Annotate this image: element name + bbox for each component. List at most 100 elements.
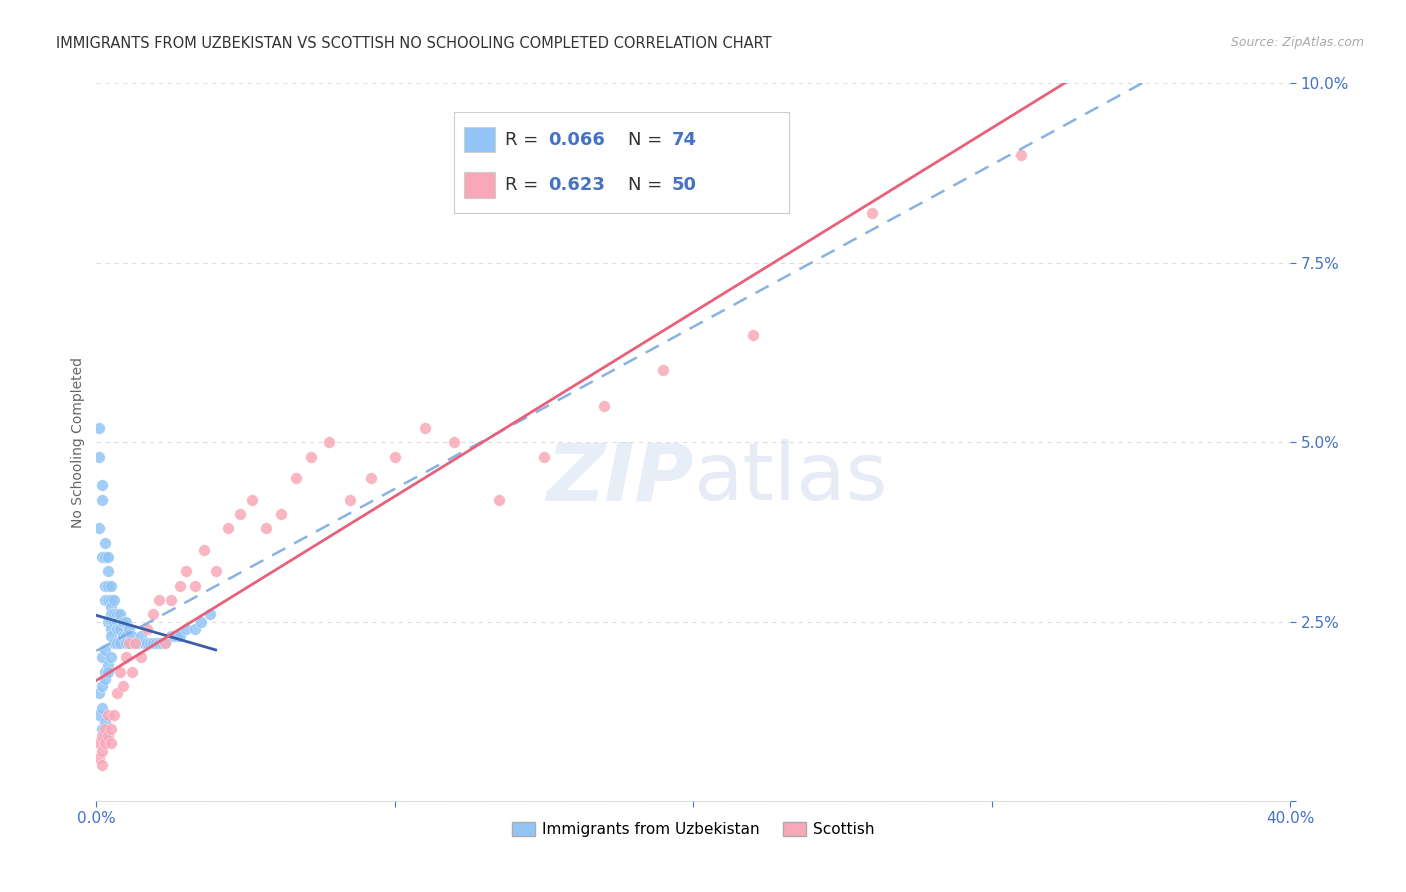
Point <box>105 636 128 650</box>
Point <box>112 629 135 643</box>
Point <box>100 722 122 736</box>
Point <box>91 679 114 693</box>
Point <box>150 636 173 650</box>
Point <box>103 636 125 650</box>
Point <box>110 607 132 622</box>
Point <box>132 636 155 650</box>
Point <box>217 521 239 535</box>
Point <box>94 535 117 549</box>
Point <box>174 564 197 578</box>
Point <box>91 650 114 665</box>
Point <box>89 707 111 722</box>
Point <box>103 593 125 607</box>
Point <box>103 607 125 622</box>
Point <box>100 600 122 615</box>
Point <box>443 435 465 450</box>
Text: Source: ZipAtlas.com: Source: ZipAtlas.com <box>1230 36 1364 49</box>
Point <box>110 665 132 679</box>
Point <box>97 579 120 593</box>
Point <box>94 549 117 564</box>
Point <box>89 751 111 765</box>
Point <box>193 542 215 557</box>
Point <box>299 450 322 464</box>
Point <box>184 622 207 636</box>
Point <box>110 636 132 650</box>
Point <box>112 615 135 629</box>
Point <box>94 579 117 593</box>
Point <box>91 492 114 507</box>
Point <box>115 629 138 643</box>
Point <box>160 629 183 643</box>
Point <box>89 521 111 535</box>
Point <box>153 636 176 650</box>
Point <box>97 593 120 607</box>
Point <box>91 478 114 492</box>
Point <box>94 593 117 607</box>
Point <box>318 435 340 450</box>
Point <box>100 650 122 665</box>
Text: IMMIGRANTS FROM UZBEKISTAN VS SCOTTISH NO SCHOOLING COMPLETED CORRELATION CHART: IMMIGRANTS FROM UZBEKISTAN VS SCOTTISH N… <box>56 36 772 51</box>
Point <box>488 492 510 507</box>
Point <box>136 622 159 636</box>
Point <box>145 636 167 650</box>
Point <box>100 615 122 629</box>
Point <box>105 622 128 636</box>
Point <box>91 729 114 743</box>
Point <box>94 643 117 657</box>
Point <box>240 492 263 507</box>
Y-axis label: No Schooling Completed: No Schooling Completed <box>72 357 86 528</box>
Point <box>129 650 152 665</box>
Point <box>91 722 114 736</box>
Point <box>118 636 141 650</box>
Point <box>384 450 406 464</box>
Point <box>97 549 120 564</box>
Point <box>360 471 382 485</box>
Point <box>115 615 138 629</box>
Point <box>94 672 117 686</box>
Point <box>89 737 111 751</box>
Point <box>339 492 361 507</box>
Point <box>285 471 308 485</box>
Point <box>129 629 152 643</box>
Point <box>160 593 183 607</box>
Point <box>97 657 120 672</box>
Point <box>89 450 111 464</box>
Point <box>110 622 132 636</box>
Point <box>142 636 165 650</box>
Point <box>91 549 114 564</box>
Point <box>169 579 191 593</box>
Point <box>148 593 170 607</box>
Point <box>94 714 117 729</box>
Point <box>103 707 125 722</box>
Point <box>100 629 122 643</box>
Point <box>112 679 135 693</box>
Point <box>592 399 614 413</box>
Point <box>100 622 122 636</box>
Point <box>142 607 165 622</box>
Point <box>184 579 207 593</box>
Point <box>860 205 883 219</box>
Point <box>97 665 120 679</box>
Point <box>153 636 176 650</box>
Point <box>652 363 675 377</box>
Point <box>115 650 138 665</box>
Point <box>118 636 141 650</box>
Point <box>118 622 141 636</box>
Point <box>163 629 186 643</box>
Point <box>91 700 114 714</box>
Point <box>103 615 125 629</box>
Point <box>204 564 226 578</box>
Point <box>228 507 250 521</box>
Point <box>94 737 117 751</box>
Point <box>94 729 117 743</box>
Point <box>94 722 117 736</box>
Point <box>741 327 763 342</box>
Point <box>100 607 122 622</box>
Point <box>94 665 117 679</box>
Point <box>97 707 120 722</box>
Point <box>1010 148 1032 162</box>
Point <box>100 593 122 607</box>
Point <box>270 507 292 521</box>
Point <box>533 450 555 464</box>
Point <box>198 607 221 622</box>
